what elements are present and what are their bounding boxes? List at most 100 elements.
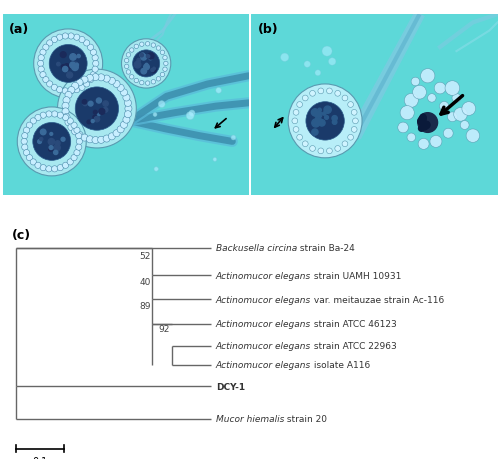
Circle shape (81, 134, 88, 142)
Circle shape (35, 115, 41, 121)
Circle shape (448, 112, 457, 123)
Circle shape (74, 35, 80, 41)
Circle shape (48, 139, 54, 146)
Circle shape (38, 56, 44, 62)
Circle shape (92, 74, 99, 81)
Circle shape (62, 89, 68, 95)
Circle shape (312, 110, 318, 117)
Circle shape (94, 111, 97, 115)
Circle shape (434, 83, 446, 95)
Circle shape (418, 113, 438, 133)
Circle shape (22, 133, 28, 140)
Circle shape (103, 108, 108, 113)
Circle shape (163, 56, 167, 61)
Circle shape (98, 114, 100, 117)
Circle shape (62, 109, 69, 116)
Circle shape (151, 69, 154, 73)
Text: strain ATCC 22963: strain ATCC 22963 (311, 341, 397, 350)
Text: Actinomucor elegans: Actinomucor elegans (216, 341, 311, 350)
Text: 40: 40 (140, 277, 150, 286)
Circle shape (164, 62, 168, 67)
Circle shape (103, 136, 110, 143)
Text: 52: 52 (140, 252, 150, 261)
Circle shape (86, 136, 94, 144)
Circle shape (74, 128, 80, 134)
Circle shape (324, 107, 331, 114)
Circle shape (88, 78, 94, 84)
Circle shape (49, 45, 87, 83)
Circle shape (76, 145, 82, 151)
Circle shape (280, 54, 289, 62)
Circle shape (72, 129, 78, 135)
Text: Actinomucor elegans: Actinomucor elegans (216, 271, 311, 280)
Text: (a): (a) (9, 23, 29, 36)
Circle shape (76, 79, 83, 87)
Circle shape (335, 91, 340, 97)
Text: strain 20: strain 20 (284, 414, 327, 423)
Circle shape (312, 130, 318, 136)
Circle shape (46, 112, 52, 118)
Circle shape (56, 142, 60, 145)
Circle shape (92, 137, 99, 144)
Circle shape (154, 168, 158, 172)
Circle shape (99, 109, 105, 115)
Circle shape (98, 137, 104, 144)
Circle shape (77, 55, 80, 59)
Circle shape (76, 132, 83, 139)
Circle shape (63, 97, 70, 105)
Circle shape (452, 94, 461, 103)
Circle shape (141, 69, 146, 75)
Circle shape (68, 124, 75, 131)
Circle shape (50, 133, 52, 136)
Circle shape (30, 159, 36, 166)
Circle shape (440, 102, 449, 112)
Circle shape (149, 58, 152, 61)
Circle shape (76, 133, 82, 140)
Text: strain ATCC 46123: strain ATCC 46123 (311, 319, 397, 329)
Circle shape (146, 64, 148, 67)
Circle shape (126, 54, 130, 58)
Circle shape (84, 41, 89, 47)
Circle shape (68, 87, 75, 95)
Circle shape (310, 146, 316, 152)
Circle shape (122, 40, 171, 89)
Circle shape (140, 55, 143, 57)
Circle shape (64, 65, 70, 71)
Circle shape (62, 67, 68, 73)
Circle shape (146, 56, 150, 59)
Circle shape (296, 102, 302, 108)
Circle shape (420, 69, 435, 84)
Circle shape (103, 76, 110, 83)
Circle shape (40, 50, 46, 56)
Text: 89: 89 (139, 302, 150, 311)
Text: Mucor hiemalis: Mucor hiemalis (216, 414, 284, 423)
Circle shape (454, 108, 468, 122)
Circle shape (407, 134, 416, 142)
Circle shape (43, 78, 49, 84)
Circle shape (54, 145, 60, 151)
Circle shape (418, 126, 424, 132)
Circle shape (318, 149, 324, 154)
Circle shape (134, 79, 138, 84)
Circle shape (160, 73, 164, 78)
Circle shape (22, 145, 28, 151)
Circle shape (82, 101, 86, 105)
Circle shape (160, 51, 164, 56)
Circle shape (54, 151, 58, 155)
Circle shape (56, 35, 63, 41)
Circle shape (324, 116, 328, 120)
Circle shape (63, 114, 70, 121)
Circle shape (62, 115, 68, 121)
Circle shape (445, 82, 460, 96)
Circle shape (144, 65, 150, 71)
Circle shape (81, 77, 88, 84)
Circle shape (444, 129, 453, 139)
Circle shape (79, 85, 85, 91)
Circle shape (296, 135, 302, 141)
Circle shape (103, 101, 108, 107)
Text: strain UAMH 10931: strain UAMH 10931 (311, 271, 402, 280)
Circle shape (76, 139, 82, 145)
Circle shape (352, 119, 358, 124)
Circle shape (216, 88, 222, 94)
Circle shape (302, 96, 308, 101)
